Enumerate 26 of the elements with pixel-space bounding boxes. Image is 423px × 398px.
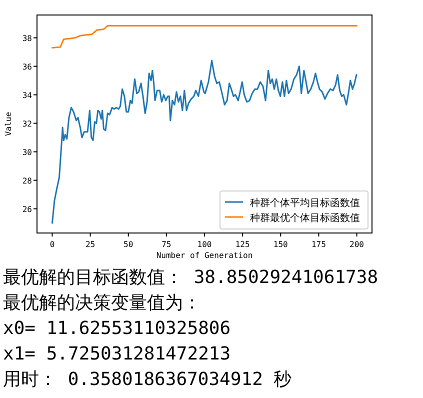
y-tick-label: 30 xyxy=(22,148,32,157)
x-tick-label: 150 xyxy=(273,240,288,249)
y-axis-title: Value xyxy=(4,112,13,136)
line-series xyxy=(51,24,358,49)
x-tick-label: 25 xyxy=(85,240,96,249)
x-tick-label: 200 xyxy=(350,240,364,249)
text: x1= 5.725031281472213 xyxy=(3,344,231,364)
y-tick-label: 28 xyxy=(22,176,32,186)
x-tick-label: 125 xyxy=(235,240,250,249)
text: 最优解的目标函数值： 38.85029241061738 xyxy=(3,267,378,288)
x-tick-label: 50 xyxy=(124,240,134,249)
x-tick-label: 100 xyxy=(197,240,212,249)
x-tick-label: 75 xyxy=(162,240,172,249)
y-tick-label: 32 xyxy=(22,119,32,128)
text: x0= 11.62553110325806 xyxy=(3,318,231,339)
y-tick-label: 36 xyxy=(22,62,32,72)
y-tick-label: 26 xyxy=(22,204,32,214)
legend-label: 种群最优个体目标函数值 xyxy=(250,212,360,224)
y-tick-label: 38 xyxy=(22,34,32,43)
x-axis-title: Number of Generation xyxy=(156,251,253,260)
text: 最优解的决策变量值为： xyxy=(3,292,201,314)
x-tick-label: 175 xyxy=(311,240,326,249)
x-tick-label: 0 xyxy=(50,240,55,249)
legend-label: 种群个体平均目标函数值 xyxy=(250,197,360,209)
text: 用时： 0.3580186367034912 秒 xyxy=(3,369,292,390)
y-tick-label: 34 xyxy=(22,90,32,100)
